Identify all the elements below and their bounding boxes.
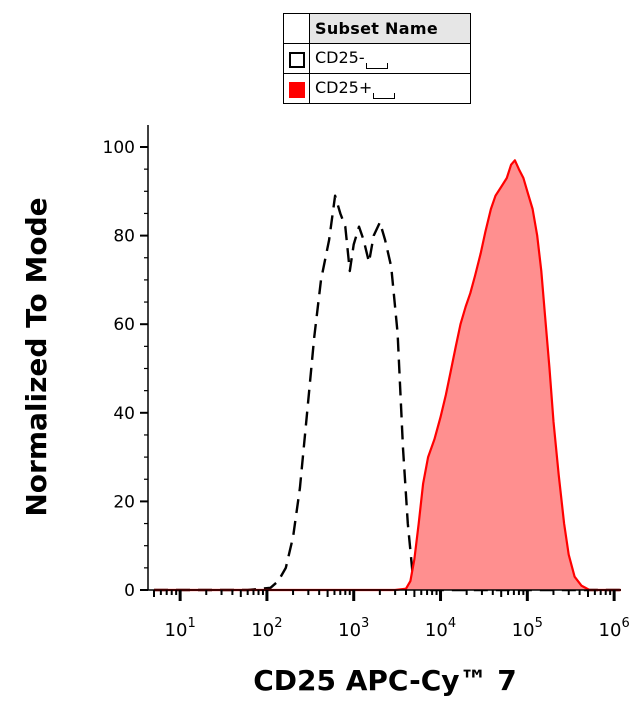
x-tick-label: 101 <box>165 616 196 641</box>
legend-entry-cd25-negative: CD25- <box>283 43 471 74</box>
legend-header-row: Subset Name <box>283 13 471 44</box>
legend-marker-icon <box>365 63 388 69</box>
x-axis-label: CD25 APC-Cy™ 7 <box>253 664 517 697</box>
y-tick-label: 60 <box>113 315 135 335</box>
legend-swatch-open-box <box>288 51 305 68</box>
series-area-cd25-positive <box>154 160 621 591</box>
y-tick-label: 20 <box>113 492 135 512</box>
legend-label-cd25-negative: CD25- <box>315 48 365 67</box>
y-tick-label: 100 <box>103 138 135 158</box>
x-tick-label: 102 <box>251 616 282 641</box>
y-tick-label: 40 <box>113 404 135 424</box>
legend-label-cd25-positive: CD25+ <box>315 78 373 97</box>
x-tick-label: 105 <box>512 616 543 641</box>
x-tick-label: 106 <box>599 616 630 641</box>
x-tick-label: 103 <box>338 616 369 641</box>
y-axis-label: Normalized To Mode <box>20 197 53 516</box>
legend-entry-cd25-positive: CD25+ <box>283 73 471 104</box>
legend-marker-icon <box>373 93 396 99</box>
legend-swatch-filled-red <box>288 81 305 98</box>
y-tick-label: 80 <box>113 227 135 247</box>
series-line-cd25-negative <box>154 194 621 592</box>
legend: Subset Name CD25- CD25+ <box>283 13 471 104</box>
x-tick-label: 104 <box>425 616 456 641</box>
series-line-cd25-positive <box>154 159 621 592</box>
y-tick-label: 0 <box>124 581 135 601</box>
legend-header: Subset Name <box>309 13 471 44</box>
